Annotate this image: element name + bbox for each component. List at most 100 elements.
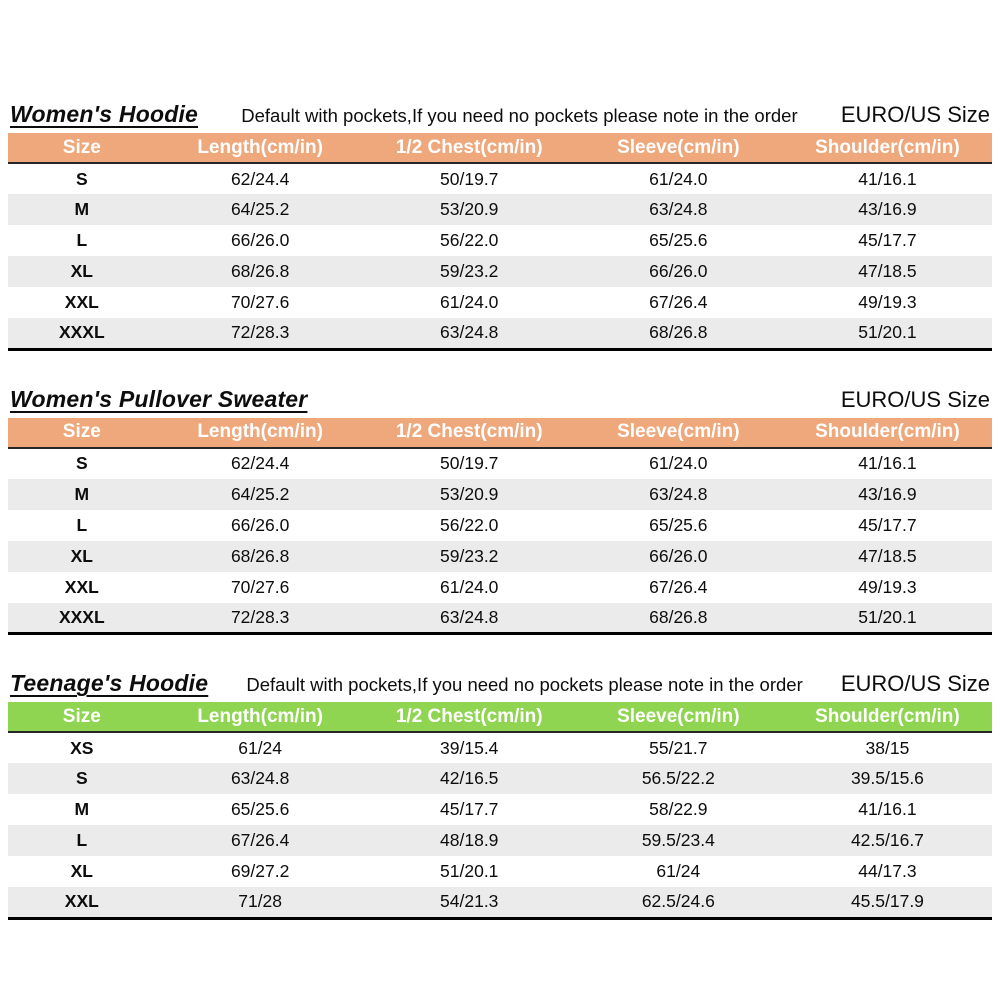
size-cell: XL bbox=[70, 261, 93, 281]
column-header-size: Size bbox=[8, 702, 156, 733]
table-body: S 62/24.4 50/19.7 61/24.0 41/16.1 M 64/25.2 53/… bbox=[8, 448, 992, 634]
measurement-cell: 65/25.6 bbox=[230, 799, 290, 819]
measurement-cell: 59.5/23.4 bbox=[641, 830, 715, 850]
measurement-cell: 58/22.9 bbox=[649, 799, 708, 819]
table-row: S 63/24.8 42/16.5 56.5/22.2 39.5/15.6 bbox=[8, 763, 992, 794]
measurement-cell: 49/19.3 bbox=[858, 576, 917, 597]
size-cell: L bbox=[76, 514, 88, 535]
size-standard-label: EURO/US Size bbox=[840, 386, 990, 412]
measurement-cell: 49/19.3 bbox=[858, 292, 917, 312]
measurement-cell: 59/23.2 bbox=[440, 545, 499, 566]
table-body: XS 61/24 39/15.4 55/21.7 38/15 S 63/24.8 42/16.… bbox=[8, 732, 992, 918]
measurement-cell: 53/20.9 bbox=[440, 199, 499, 219]
measurement-cell: 65/25.6 bbox=[649, 230, 708, 250]
column-header-length: Length(cm/in) bbox=[155, 133, 365, 164]
measurement-cell: 45/17.7 bbox=[440, 799, 499, 819]
table-title: Women's Hoodie bbox=[10, 101, 199, 127]
measurement-cell: 67/26.4 bbox=[649, 292, 708, 312]
measurement-cell: 67/26.4 bbox=[649, 576, 708, 597]
measurement-cell: 50/19.7 bbox=[440, 168, 499, 189]
measurement-cell: 61/24.0 bbox=[440, 576, 499, 597]
measurement-cell: 45/17.7 bbox=[858, 230, 917, 250]
measurement-cell: 51/20.1 bbox=[440, 861, 499, 881]
measurement-cell: 63/24.8 bbox=[649, 483, 708, 504]
column-header-sleeve: Sleeve(cm/in) bbox=[573, 702, 783, 733]
table-row: XXXL 72/28.3 63/24.8 68/26.8 51/20.1 bbox=[8, 602, 992, 634]
measurement-cell: 71/28 bbox=[238, 891, 283, 912]
measurement-cell: 62.5/24.6 bbox=[641, 891, 715, 912]
title-line: Women's Hoodie Default with pockets,If y… bbox=[8, 101, 992, 133]
table-title: Women's Pullover Sweater bbox=[10, 385, 308, 412]
size-cell: XS bbox=[70, 737, 94, 758]
table-header-row: Size Length(cm/in) 1/2 Chest(cm/in) Slee… bbox=[8, 702, 992, 733]
section-teenages-hoodie: Teenage's Hoodie Default with pockets,If… bbox=[8, 670, 992, 920]
measurement-cell: 72/28.3 bbox=[230, 606, 290, 627]
measurement-cell: 42/16.5 bbox=[440, 768, 499, 788]
table-row: S 62/24.4 50/19.7 61/24.0 41/16.1 bbox=[8, 163, 992, 194]
measurement-cell: 41/16.1 bbox=[858, 168, 917, 189]
measurement-cell: 64/25.2 bbox=[230, 199, 290, 219]
column-header-sleeve: Sleeve(cm/in) bbox=[573, 133, 783, 164]
measurement-cell: 62/24.4 bbox=[230, 168, 290, 189]
measurement-cell: 70/27.6 bbox=[230, 576, 290, 597]
measurement-cell: 56/22.0 bbox=[440, 514, 499, 535]
table-row: L 66/26.0 56/22.0 65/25.6 45/17.7 bbox=[8, 510, 992, 541]
measurement-cell: 55/21.7 bbox=[649, 737, 708, 758]
table-row: M 65/25.6 45/17.7 58/22.9 41/16.1 bbox=[8, 794, 992, 825]
table-row: XXXL 72/28.3 63/24.8 68/26.8 51/20.1 bbox=[8, 318, 992, 349]
table-row: XL 68/26.8 59/23.2 66/26.0 47/18.5 bbox=[8, 256, 992, 287]
measurement-cell: 68/26.8 bbox=[230, 261, 290, 281]
column-header-size: Size bbox=[8, 133, 156, 164]
measurement-cell: 43/16.9 bbox=[858, 483, 917, 504]
column-header-length: Length(cm/in) bbox=[155, 702, 365, 733]
size-cell: M bbox=[74, 799, 90, 819]
measurement-cell: 54/21.3 bbox=[440, 891, 499, 912]
column-header-sleeve: Sleeve(cm/in) bbox=[573, 417, 783, 449]
measurement-cell: 66/26.0 bbox=[230, 230, 290, 250]
measurement-cell: 61/24 bbox=[238, 737, 283, 758]
measurement-cell: 47/18.5 bbox=[858, 545, 917, 566]
table-title: Teenage's Hoodie bbox=[10, 670, 209, 696]
measurement-cell: 72/28.3 bbox=[230, 322, 290, 343]
measurement-cell: 48/18.9 bbox=[440, 830, 499, 850]
size-cell: XXL bbox=[64, 891, 99, 912]
measurement-cell: 65/25.6 bbox=[649, 514, 708, 535]
size-cell: XXL bbox=[64, 292, 99, 312]
measurement-cell: 41/16.1 bbox=[858, 453, 917, 473]
size-table: Size Length(cm/in) 1/2 Chest(cm/in) Slee… bbox=[8, 133, 992, 351]
table-row: S 62/24.4 50/19.7 61/24.0 41/16.1 bbox=[8, 448, 992, 479]
table-row: M 64/25.2 53/20.9 63/24.8 43/16.9 bbox=[8, 478, 992, 510]
size-cell: XXL bbox=[64, 576, 99, 597]
measurement-cell: 68/26.8 bbox=[649, 606, 708, 627]
section-womens-hoodie: Women's Hoodie Default with pockets,If y… bbox=[8, 101, 992, 351]
column-header-shoulder: Shoulder(cm/in) bbox=[782, 133, 992, 164]
measurement-cell: 38/15 bbox=[865, 737, 910, 758]
table-row: XXL 70/27.6 61/24.0 67/26.4 49/19.3 bbox=[8, 287, 992, 318]
table-header-row: Size Length(cm/in) 1/2 Chest(cm/in) Slee… bbox=[8, 417, 992, 449]
column-header-chest: 1/2 Chest(cm/in) bbox=[364, 702, 574, 733]
size-cell: S bbox=[75, 768, 88, 788]
column-header-chest: 1/2 Chest(cm/in) bbox=[364, 133, 574, 164]
size-chart-page: Women's Hoodie Default with pockets,If y… bbox=[8, 101, 992, 920]
table-row: XXL 70/27.6 61/24.0 67/26.4 49/19.3 bbox=[8, 572, 992, 603]
table-row: XL 68/26.8 59/23.2 66/26.0 47/18.5 bbox=[8, 540, 992, 572]
measurement-cell: 41/16.1 bbox=[858, 799, 917, 819]
column-header-chest: 1/2 Chest(cm/in) bbox=[364, 417, 574, 449]
measurement-cell: 50/19.7 bbox=[440, 453, 499, 473]
table-row: L 66/26.0 56/22.0 65/25.6 45/17.7 bbox=[8, 225, 992, 256]
table-body: S 62/24.4 50/19.7 61/24.0 41/16.1 M 64/25.2 53/… bbox=[8, 163, 992, 349]
table-row: L 67/26.4 48/18.9 59.5/23.4 42.5/16.7 bbox=[8, 825, 992, 856]
measurement-cell: 59/23.2 bbox=[440, 261, 499, 281]
measurement-cell: 61/24 bbox=[656, 861, 701, 881]
size-cell: S bbox=[75, 453, 88, 473]
size-standard-label: EURO/US Size bbox=[840, 102, 990, 127]
measurement-cell: 63/24.8 bbox=[440, 606, 499, 627]
size-cell: XL bbox=[70, 545, 93, 566]
pockets-note: Default with pockets,If you need no pock… bbox=[241, 105, 798, 126]
measurement-cell: 70/27.6 bbox=[230, 292, 290, 312]
measurement-cell: 66/26.0 bbox=[649, 545, 708, 566]
measurement-cell: 56/22.0 bbox=[440, 230, 499, 250]
column-header-length: Length(cm/in) bbox=[155, 417, 365, 449]
size-cell: M bbox=[74, 483, 90, 504]
measurement-cell: 45/17.7 bbox=[858, 514, 917, 535]
